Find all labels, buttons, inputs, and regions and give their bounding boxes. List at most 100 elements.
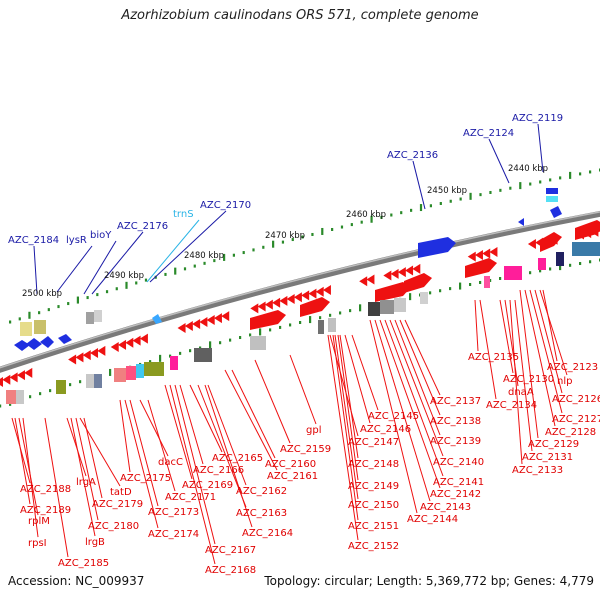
gene-label[interactable]: AZC_2150 — [348, 500, 399, 511]
gene-arrow — [58, 334, 72, 344]
gene-arrow — [14, 340, 30, 351]
gene-label[interactable]: AZC_2130 — [503, 374, 554, 385]
gene-label[interactable]: AZC_2147 — [348, 437, 399, 448]
gene-label[interactable]: AZC_2184 — [8, 235, 59, 246]
gene-label[interactable]: AZC_2119 — [512, 113, 563, 124]
gene-label[interactable]: AZC_2123 — [547, 362, 598, 373]
gene-arrow — [40, 336, 54, 348]
gene-label[interactable]: AZC_2164 — [242, 528, 293, 539]
gene-label[interactable]: AZC_2129 — [528, 439, 579, 450]
gene-label[interactable]: nlp — [557, 376, 572, 387]
gene-arrow — [518, 218, 524, 226]
gene-arrow — [257, 301, 266, 312]
gene-label[interactable]: AZC_2136 — [387, 150, 438, 161]
gene-label[interactable]: AZC_2168 — [205, 565, 256, 576]
gene-arrow — [125, 337, 134, 348]
gene-label[interactable]: AZC_2146 — [360, 424, 411, 435]
gene-label[interactable]: AZC_2160 — [265, 459, 316, 470]
scale-label: 2450 kbp — [427, 186, 467, 196]
gene-block — [20, 322, 32, 336]
gene-label[interactable]: AZC_2189 — [20, 505, 71, 516]
gene-arrow — [132, 335, 141, 346]
gene-label[interactable]: lysR — [66, 235, 87, 246]
gene-label[interactable]: dacC — [158, 457, 183, 468]
gene-label[interactable]: AZC_2138 — [430, 416, 481, 427]
gene-label[interactable]: lrgA — [76, 477, 96, 488]
gene-label[interactable]: AZC_2180 — [88, 521, 139, 532]
gene-arrow — [184, 320, 193, 331]
gene-label[interactable]: AZC_2144 — [407, 514, 458, 525]
gene-label[interactable]: AZC_2173 — [148, 507, 199, 518]
gene-label[interactable]: AZC_2134 — [486, 400, 537, 411]
gene-arrow — [0, 377, 3, 387]
gene-arrow — [308, 288, 317, 299]
gene-label[interactable]: AZC_2185 — [58, 558, 109, 569]
gene-label[interactable]: AZC_2128 — [545, 427, 596, 438]
gene-label[interactable]: AZC_2145 — [368, 411, 419, 422]
gene-label[interactable]: AZC_2140 — [433, 457, 484, 468]
gene-label[interactable]: dnaA — [508, 387, 534, 398]
gene-label[interactable]: AZC_2131 — [522, 452, 573, 463]
gene-arrow — [397, 267, 406, 278]
gene-label[interactable]: AZC_2135 — [468, 352, 519, 363]
gene-label[interactable]: AZC_2151 — [348, 521, 399, 532]
gene-arrow — [90, 348, 99, 359]
gene-label[interactable]: AZC_2149 — [348, 481, 399, 492]
gene-arrow — [97, 345, 106, 356]
gene-label[interactable]: tatD — [110, 487, 132, 498]
gene-label[interactable]: AZC_2163 — [236, 508, 287, 519]
gene-arrow — [68, 354, 77, 365]
gene-label[interactable]: AZC_2159 — [280, 444, 331, 455]
gene-arrow — [250, 303, 259, 314]
gene-label[interactable]: AZC_2175 — [120, 473, 171, 484]
reverse-strand-genes — [0, 220, 600, 387]
gene-label[interactable]: AZC_2174 — [148, 529, 199, 540]
genome-backbone-highlight — [0, 211, 600, 369]
gene-label[interactable]: AZC_2171 — [165, 492, 216, 503]
gene-arrow — [26, 338, 42, 350]
gene-label[interactable]: AZC_2152 — [348, 541, 399, 552]
gene-label[interactable]: rplM — [28, 516, 50, 527]
scale-track — [9, 168, 600, 324]
gene-label[interactable]: AZC_2162 — [236, 486, 287, 497]
gene-label[interactable]: AZC_2142 — [430, 489, 481, 500]
label-leader-lines — [11, 123, 568, 565]
gene-block — [94, 310, 102, 322]
gene-block — [375, 282, 411, 302]
gene-label[interactable]: bioY — [90, 230, 112, 241]
gene-label[interactable]: AZC_2127 — [552, 414, 600, 425]
gene-label[interactable]: AZC_2165 — [212, 453, 263, 464]
gene-label[interactable]: trnS — [173, 209, 194, 220]
gene-arrow — [2, 374, 11, 385]
gene-label[interactable]: AZC_2176 — [117, 221, 168, 232]
gene-label[interactable]: AZC_2170 — [200, 200, 251, 211]
gene-label[interactable]: AZC_2167 — [205, 545, 256, 556]
gene-label[interactable]: AZC_2139 — [430, 436, 481, 447]
gene-arrow — [527, 239, 536, 250]
gene-label[interactable]: AZC_2126 — [552, 394, 600, 405]
gene-label[interactable]: AZC_2141 — [433, 477, 484, 488]
gene-label[interactable]: AZC_2137 — [430, 396, 481, 407]
gene-arrow — [16, 370, 25, 381]
gene-label[interactable]: AZC_2166 — [193, 465, 244, 476]
gene-label[interactable]: AZC_2143 — [420, 502, 471, 513]
gene-block — [575, 220, 600, 240]
gene-label[interactable]: AZC_2179 — [92, 499, 143, 510]
gene-arrow — [206, 315, 215, 326]
gene-arrow — [359, 276, 368, 287]
gene-label[interactable]: gpl — [306, 425, 321, 436]
gene-label[interactable]: AZC_2133 — [512, 465, 563, 476]
gene-label[interactable]: AZC_2188 — [20, 484, 71, 495]
gene-label[interactable]: AZC_2169 — [182, 480, 233, 491]
gene-arrow — [467, 251, 476, 262]
gene-label[interactable]: AZC_2124 — [463, 128, 514, 139]
gene-label[interactable]: AZC_2148 — [348, 459, 399, 470]
gene-label[interactable]: AZC_2161 — [267, 471, 318, 482]
gene-arrow — [139, 333, 148, 344]
top-gene-labels[interactable]: AZC_2184 lysR bioY AZC_2176 trnS AZC_2170 AZC_… — [8, 113, 563, 246]
scale-label: 2500 kbp — [22, 289, 62, 299]
gene-label[interactable]: rpsI — [28, 538, 47, 549]
gene-label[interactable]: lrgB — [85, 537, 105, 548]
